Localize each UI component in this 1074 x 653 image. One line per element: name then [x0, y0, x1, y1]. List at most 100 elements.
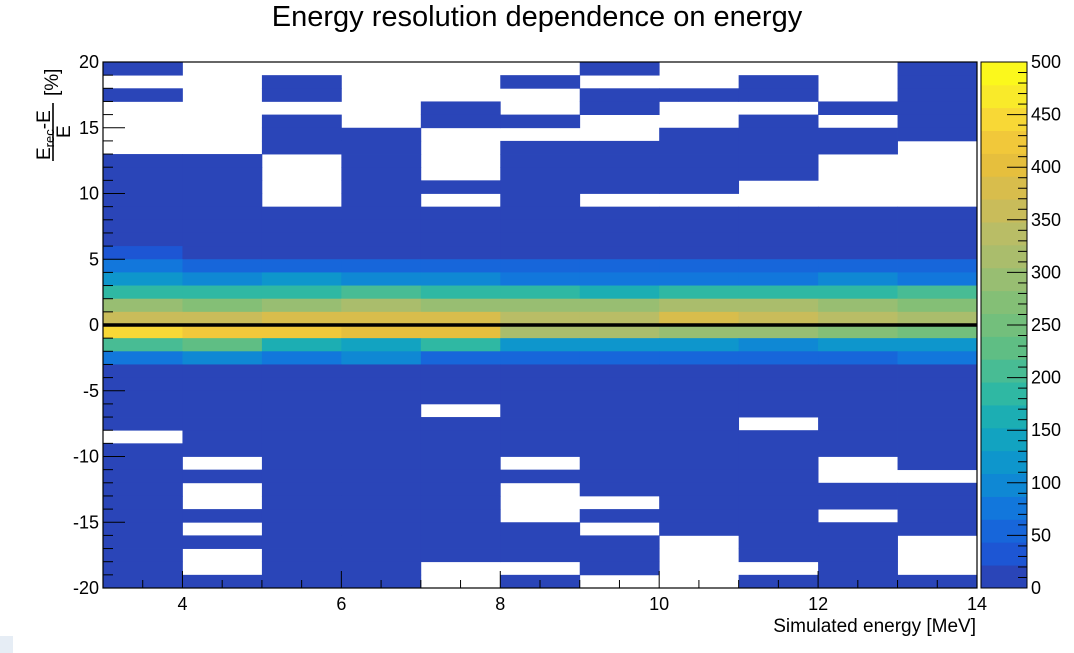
heatmap-cell	[818, 206, 898, 221]
colorbar-segment	[981, 313, 1027, 337]
heatmap-cell	[897, 311, 978, 326]
heatmap-cell	[818, 417, 898, 431]
heatmap-cell	[500, 75, 581, 89]
heatmap-cell	[182, 154, 263, 168]
y-tick-label: 15	[79, 118, 99, 138]
y-tick-label: -10	[73, 447, 99, 467]
heatmap-cell	[341, 390, 422, 405]
heatmap-cell	[738, 338, 819, 352]
heatmap-cell	[897, 522, 978, 536]
heatmap-cell	[182, 232, 263, 247]
heatmap-cell	[659, 522, 740, 536]
heatmap-cell	[103, 298, 183, 313]
heatmap-cell	[261, 88, 342, 102]
heatmap-cell	[182, 219, 263, 234]
y-tick-label: 20	[79, 52, 99, 72]
heatmap-cell	[341, 272, 422, 286]
heatmap-cell	[420, 219, 501, 234]
colorbar-axis: 0 50 100 150 200 250 300 350 400 450 500	[1007, 52, 1061, 598]
heatmap-cell	[738, 127, 819, 142]
heatmap-cell	[103, 311, 183, 326]
heatmap-cell	[659, 482, 740, 497]
heatmap-cell	[818, 259, 898, 273]
heatmap-cell	[738, 219, 819, 234]
colorbar-segment	[981, 336, 1027, 360]
heatmap-cell	[341, 364, 422, 378]
heatmap-cell	[659, 443, 740, 457]
heatmap-cell	[420, 232, 501, 247]
heatmap-cell	[897, 285, 978, 300]
heatmap-cell	[738, 154, 819, 168]
heatmap-cell	[659, 246, 740, 260]
heatmap-cell	[897, 482, 978, 497]
heatmap-cell	[341, 443, 422, 457]
heatmap-cell	[341, 377, 422, 392]
heatmap-cell	[420, 364, 501, 378]
heatmap-cell	[341, 325, 422, 339]
heatmap-cell	[579, 417, 660, 431]
heatmap-cell	[420, 180, 501, 194]
heatmap-cell	[420, 246, 501, 260]
heatmap-cell	[261, 298, 342, 313]
x-axis-label: Simulated energy [MeV]	[773, 616, 976, 637]
heatmap-cell	[103, 62, 183, 76]
heatmap-cell	[818, 482, 898, 497]
heatmap-cell	[261, 140, 342, 155]
heatmap-cell	[182, 311, 263, 326]
heatmap-cell	[182, 246, 263, 260]
heatmap-cell	[659, 180, 740, 194]
heatmap-cell	[897, 127, 978, 142]
heatmap-cell	[261, 285, 342, 300]
heatmap-cell	[659, 206, 740, 221]
y-tick-label: 0	[89, 315, 99, 335]
heatmap-cell	[738, 364, 819, 378]
heatmap-cell	[818, 311, 898, 326]
x-tick-label: 6	[336, 594, 346, 614]
heatmap-cell	[182, 193, 263, 208]
heatmap-cell	[341, 127, 422, 142]
heatmap-cell	[738, 298, 819, 313]
heatmap-cell	[341, 246, 422, 260]
heatmap-cell	[341, 180, 422, 194]
heatmap-cell	[818, 101, 898, 115]
heatmap-cell	[738, 259, 819, 273]
heatmap-cell	[659, 403, 740, 418]
heatmap-cell	[341, 232, 422, 247]
heatmap-cell	[500, 167, 581, 181]
heatmap-cell	[579, 311, 660, 326]
colorbar-tick-label: 250	[1031, 315, 1061, 335]
heatmap-cell	[579, 443, 660, 457]
chart-title: Energy resolution dependence on energy	[271, 1, 803, 33]
heatmap-cell	[103, 206, 183, 221]
heatmap-cell	[738, 285, 819, 300]
heatmap-cell	[261, 535, 342, 549]
heatmap-cell	[897, 509, 978, 523]
heatmap-cell	[420, 522, 501, 536]
heatmap-cell	[659, 390, 740, 405]
heatmap-cell	[818, 219, 898, 234]
heatmap-cell	[500, 206, 581, 221]
heatmap-cell	[659, 232, 740, 247]
heatmap-cell	[659, 417, 740, 431]
heatmap-cell	[500, 311, 581, 326]
heatmap-cell	[897, 456, 978, 471]
heatmap-cell	[261, 219, 342, 234]
heatmap-cell	[579, 232, 660, 247]
heatmap-cell	[818, 127, 898, 142]
heatmap-cell	[261, 75, 342, 89]
heatmap-cell	[103, 180, 183, 194]
heatmap-cell	[500, 522, 581, 536]
colorbar-segment	[981, 107, 1027, 132]
heatmap-cell	[261, 482, 342, 497]
heatmap-cell	[341, 403, 422, 418]
colorbar-tick-label: 300	[1031, 262, 1061, 282]
heatmap-cell	[738, 403, 819, 418]
heatmap-cell	[341, 311, 422, 326]
heatmap-cell	[500, 140, 581, 155]
heatmap-cell	[500, 351, 581, 365]
heatmap-cell	[579, 219, 660, 234]
heatmap-cell	[579, 167, 660, 181]
heatmap-cell	[818, 535, 898, 549]
heatmap-cell	[579, 351, 660, 365]
